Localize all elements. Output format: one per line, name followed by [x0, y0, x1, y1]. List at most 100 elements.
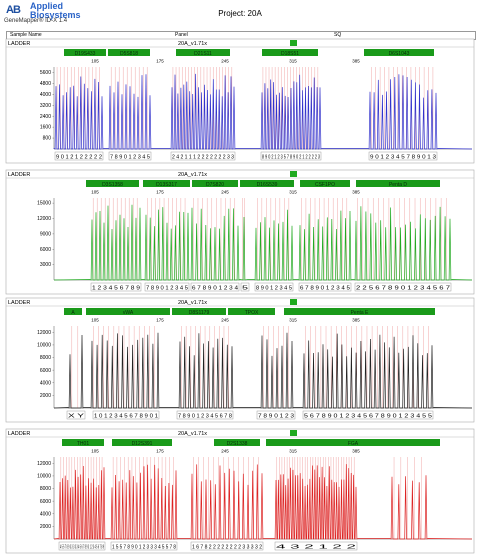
y-tick-label: 10000 — [37, 474, 51, 480]
marker-bin[interactable] — [364, 49, 434, 56]
marker-label: D6S1043 — [389, 51, 410, 57]
sample-name-label: LADDER — [8, 172, 30, 178]
allele-call-box[interactable] — [54, 151, 104, 161]
marker-bin[interactable] — [86, 180, 139, 187]
y-tick-label: 15000 — [37, 201, 51, 207]
allele-call-box[interactable] — [298, 282, 352, 292]
allele-call-label: 6 7 8 9 0 1 2 3 4 — [192, 285, 238, 291]
allele-call-label: 1 5 5 7 8 9 0 1 2 3 3 3 4 5 5 7 8 — [112, 544, 176, 550]
allele-call-label: 2 4 2 1 1 1 2 2 2 2 2 2 2 3 3 — [172, 154, 234, 160]
marker-label: CSF1PO — [315, 182, 335, 188]
x-tick-label: 385 — [352, 190, 360, 195]
marker-label: D13S317 — [156, 182, 177, 188]
marker-bin[interactable] — [214, 439, 260, 446]
allele-call-box[interactable] — [368, 151, 438, 161]
sizing-quality-indicator[interactable] — [290, 171, 297, 177]
allele-call-label: 1 2 3 4 5 6 7 8 9 — [92, 285, 140, 291]
allele-call-box[interactable] — [190, 541, 264, 551]
x-tick-label: 175 — [156, 190, 164, 195]
marker-label: TH01 — [77, 441, 89, 447]
y-tick-label: 2400 — [40, 114, 51, 120]
marker-label: Penta E — [351, 310, 369, 316]
allele-call-box[interactable] — [256, 410, 296, 420]
marker-label: D3S1358 — [102, 182, 123, 188]
marker-bin[interactable] — [64, 308, 82, 315]
x-tick-label: 105 — [91, 318, 99, 323]
sizing-quality-indicator[interactable] — [290, 40, 297, 46]
x-tick-label: 245 — [221, 190, 229, 195]
marker-bin[interactable] — [228, 308, 275, 315]
allele-call-box[interactable] — [190, 282, 240, 292]
allele-call-label: X Y — [68, 413, 85, 419]
panel-header[interactable]: Panel — [175, 32, 188, 38]
y-tick-label: 12000 — [37, 330, 51, 336]
sizing-quality-indicator[interactable] — [290, 430, 297, 436]
allele-call-label: 1 0 1 2 3 4 5 6 7 8 9 0 1 — [94, 413, 158, 419]
panel-0: LADDER 20A_v1.71x D19S433 D5S818 D21S11 D18S5… — [5, 38, 475, 164]
allele-call-box[interactable] — [170, 151, 236, 161]
y-tick-label: 8000 — [40, 486, 51, 492]
marker-bin[interactable] — [176, 49, 230, 56]
marker-label: D18S51 — [281, 51, 299, 57]
x-tick-label: 385 — [352, 449, 360, 454]
marker-label: D5S818 — [120, 51, 138, 57]
y-tick-label: 3200 — [40, 103, 51, 109]
marker-bin[interactable] — [64, 49, 106, 56]
y-tick-label: 10000 — [37, 343, 51, 349]
x-tick-label: 315 — [289, 318, 297, 323]
allele-call-box[interactable] — [90, 282, 142, 292]
y-tick-label: 800 — [43, 136, 52, 142]
y-tick-label: 5600 — [40, 70, 51, 76]
allele-call-label: 2 2 5 6 7 8 9 0 1 2 3 4 5 6 7 — [356, 285, 450, 291]
marker-bin[interactable] — [192, 180, 238, 187]
allele-call-box[interactable] — [254, 282, 294, 292]
marker-bin[interactable] — [356, 180, 440, 187]
allele-call-box[interactable] — [92, 410, 160, 420]
allele-call-label: 6 7 8 9 0 1 2 3 4 5 — [300, 285, 350, 291]
allele-call-label: 8 9 0 2 1 2 3 5 7 8 9 0 2 1 2 2 2 2 3 — [262, 154, 320, 160]
panel-2: LADDER 20A_v1.71x A vWA D8S1179 TPOX Penta E 10… — [5, 297, 475, 423]
marker-label: D21S11 — [194, 51, 212, 57]
marker-bin[interactable] — [240, 180, 294, 187]
allele-call-box[interactable] — [274, 541, 358, 551]
marker-bin[interactable] — [86, 308, 170, 315]
marker-label: TPOX — [245, 310, 259, 316]
allele-call-box[interactable] — [260, 151, 322, 161]
allele-call-box[interactable] — [66, 410, 86, 420]
marker-bin[interactable] — [284, 308, 435, 315]
y-tick-label: 12000 — [37, 216, 51, 222]
allele-call-label: 5 6 7 8 9 0 1 2 3 4 5 6 7 8 9 0 1 2 3 4 … — [304, 413, 432, 419]
allele-call-box[interactable] — [58, 541, 106, 551]
marker-bin[interactable] — [108, 49, 150, 56]
app-header: AB Applied Biosystems GeneMapper® ID-X 1… — [0, 0, 480, 30]
panel-name-label: 20A_v1.71x — [178, 431, 207, 437]
project-title: Project: 20A — [218, 9, 262, 18]
marker-bin[interactable] — [112, 439, 172, 446]
x-tick-label: 105 — [91, 59, 99, 64]
panel-name-label: 20A_v1.71x — [178, 172, 207, 178]
allele-call-box[interactable] — [110, 541, 178, 551]
panel-1: LADDER 20A_v1.71x D3S1358 D13S317 D7S820 D16S… — [5, 169, 475, 295]
x-tick-label: 105 — [91, 190, 99, 195]
marker-bin[interactable] — [266, 439, 440, 446]
sq-header[interactable]: SQ — [334, 32, 342, 38]
marker-bin[interactable] — [143, 180, 190, 187]
y-tick-label: 1600 — [40, 125, 51, 131]
allele-call-label: 7 8 9 0 1 2 3 — [258, 413, 294, 419]
allele-call-box[interactable] — [240, 282, 250, 292]
y-tick-label: 9000 — [40, 231, 51, 237]
allele-call-box[interactable] — [108, 151, 152, 161]
marker-bin[interactable] — [262, 49, 318, 56]
marker-bin[interactable] — [62, 439, 104, 446]
sample-name-label: LADDER — [8, 431, 30, 437]
sizing-quality-indicator[interactable] — [290, 299, 297, 305]
allele-call-box[interactable] — [302, 410, 434, 420]
sample-name-header[interactable]: Sample Name — [10, 32, 42, 38]
allele-call-box[interactable] — [176, 410, 234, 420]
allele-call-box[interactable] — [354, 282, 452, 292]
marker-bin[interactable] — [172, 308, 226, 315]
marker-label: D8S1179 — [189, 310, 210, 316]
sample-name-label: LADDER — [8, 41, 30, 47]
marker-bin[interactable] — [300, 180, 350, 187]
allele-call-box[interactable] — [144, 282, 190, 292]
